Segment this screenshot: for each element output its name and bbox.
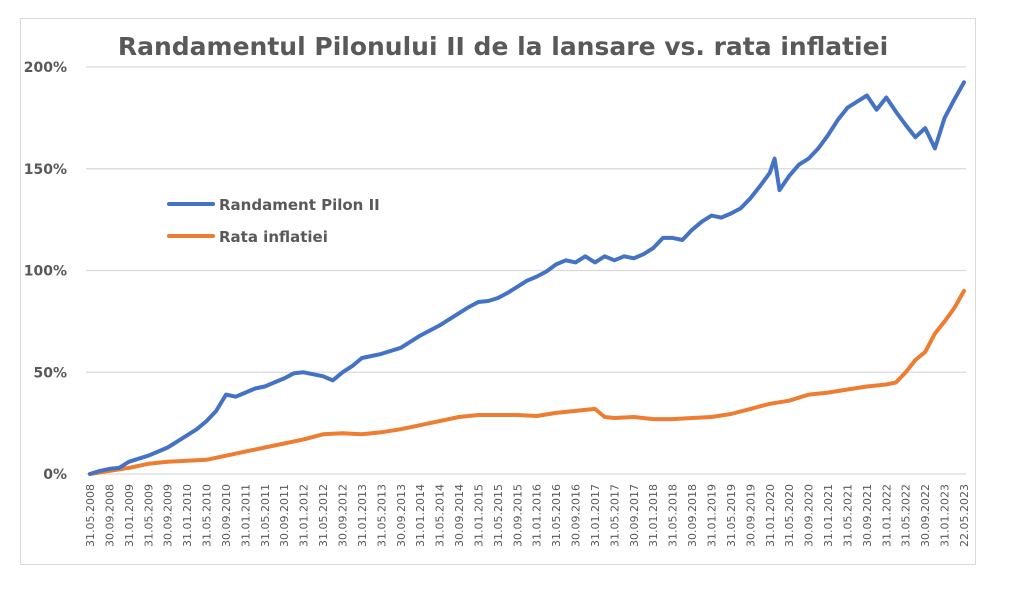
x-tick-label: 31.05.2009 bbox=[142, 484, 155, 547]
x-tick-label: 30.09.2011 bbox=[278, 484, 291, 547]
x-tick-label: 30.09.2020 bbox=[803, 484, 816, 547]
x-tick-label: 31.01.2016 bbox=[531, 484, 544, 547]
legend-label-inflatie: Rata inflatiei bbox=[219, 228, 328, 246]
x-tick-label: 31.05.2016 bbox=[550, 484, 563, 547]
x-tick-label: 30.09.2010 bbox=[220, 484, 233, 547]
x-tick-label: 31.01.2015 bbox=[472, 484, 485, 547]
y-tick-label: 150% bbox=[24, 162, 67, 178]
x-tick-label: 31.05.2010 bbox=[201, 484, 214, 547]
x-tick-label: 31.05.2021 bbox=[841, 484, 854, 547]
x-tick-label: 31.05.2018 bbox=[667, 484, 680, 547]
x-axis-labels: 31.05.2008 30.09.2008 31.01.2009 31.05.2009… bbox=[84, 484, 971, 547]
x-tick-label: 30.09.2015 bbox=[511, 484, 524, 547]
x-tick-label: 31.05.2013 bbox=[375, 484, 388, 547]
y-tick-label: 200% bbox=[24, 60, 67, 76]
x-tick-label: 31.05.2015 bbox=[492, 484, 505, 547]
x-tick-label: 31.05.2012 bbox=[317, 484, 330, 547]
x-tick-label: 30.09.2008 bbox=[103, 484, 116, 547]
x-tick-label: 31.01.2011 bbox=[239, 484, 252, 547]
y-tick-label: 0% bbox=[43, 467, 67, 483]
x-tick-label: 31.05.2011 bbox=[259, 484, 272, 547]
x-tick-label: 31.01.2014 bbox=[414, 484, 427, 547]
x-tick-label: 31.05.2008 bbox=[84, 484, 97, 547]
x-tick-label: 31.01.2020 bbox=[764, 484, 777, 547]
x-tick-label: 31.01.2023 bbox=[939, 484, 952, 547]
chart-frame bbox=[20, 18, 976, 565]
x-tick-label: 31.01.2009 bbox=[123, 484, 136, 547]
y-tick-label: 50% bbox=[33, 365, 67, 381]
x-tick-label: 30.09.2014 bbox=[453, 484, 466, 547]
x-tick-label: 31.01.2017 bbox=[589, 484, 602, 547]
x-tick-label: 31.01.2019 bbox=[706, 484, 719, 547]
y-tick-label: 100% bbox=[24, 264, 67, 280]
series-lines bbox=[88, 80, 966, 476]
x-tick-label: 31.05.2020 bbox=[783, 484, 796, 547]
x-tick-label: 30.09.2017 bbox=[628, 484, 641, 547]
x-tick-label: 31.05.2014 bbox=[434, 484, 447, 547]
series-line-rata-inflatiei bbox=[88, 288, 966, 476]
x-tick-label: 31.05.2017 bbox=[608, 484, 621, 547]
x-tick-label: 31.01.2013 bbox=[356, 484, 369, 547]
x-tick-label: 31.05.2022 bbox=[900, 484, 913, 547]
gridlines bbox=[86, 66, 966, 475]
x-tick-label: 31.01.2022 bbox=[880, 484, 893, 547]
x-tick-label: 31.01.2021 bbox=[822, 484, 835, 547]
x-tick-label: 30.09.2012 bbox=[336, 484, 349, 547]
x-tick-label: 30.09.2016 bbox=[570, 484, 583, 547]
x-tick-label: 30.09.2019 bbox=[744, 484, 757, 547]
x-tick-label: 30.09.2018 bbox=[686, 484, 699, 547]
x-tick-label: 31.05.2019 bbox=[725, 484, 738, 547]
x-tick-label: 22.05.2023 bbox=[958, 484, 971, 547]
x-tick-label: 31.01.2010 bbox=[181, 484, 194, 547]
legend-label-randament: Randament Pilon II bbox=[219, 196, 380, 214]
x-tick-label: 30.09.2013 bbox=[395, 484, 408, 547]
chart-title: Randamentul Pilonului II de la lansare v… bbox=[118, 32, 888, 61]
x-tick-label: 31.01.2012 bbox=[298, 484, 311, 547]
series-line-randament-pilon-ii bbox=[88, 80, 966, 476]
x-tick-label: 30.09.2022 bbox=[919, 484, 932, 547]
legend: Randament Pilon II Rata inflatiei bbox=[167, 196, 380, 246]
y-axis-labels: 0% 50% 100% 150% 200% bbox=[24, 60, 67, 483]
x-tick-label: 31.01.2018 bbox=[647, 484, 660, 547]
x-tick-label: 30.09.2009 bbox=[162, 484, 175, 547]
x-tick-label: 30.09.2021 bbox=[861, 484, 874, 547]
